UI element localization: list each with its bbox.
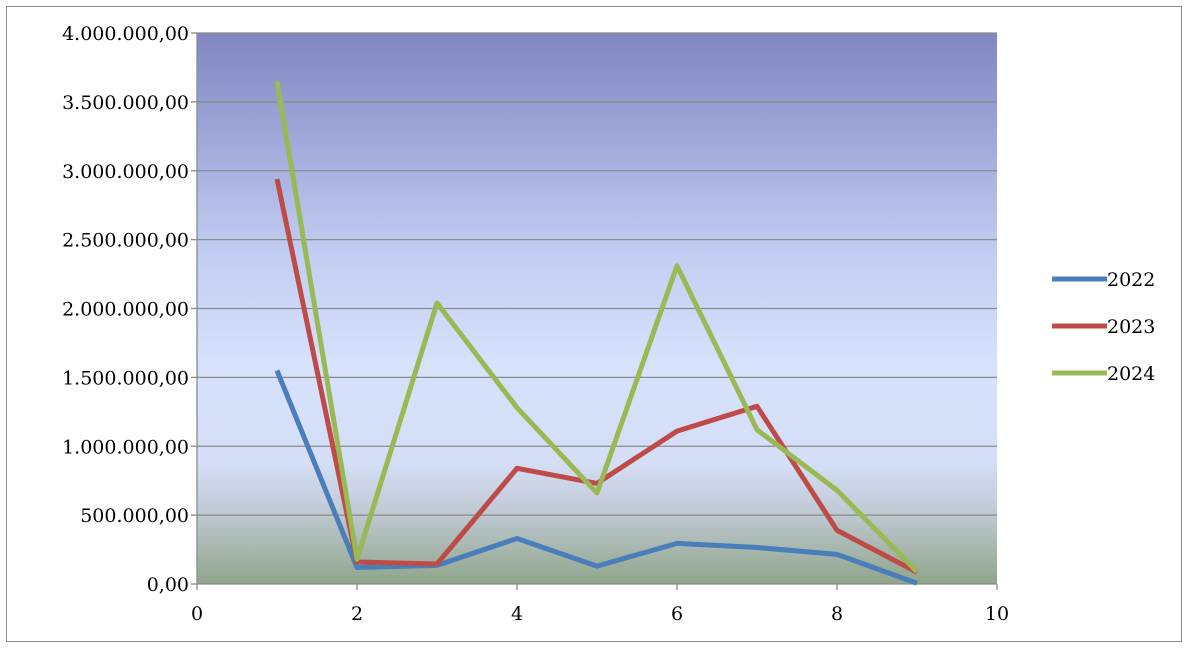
y-tick-label: 4.000.000,00 (62, 23, 189, 45)
x-tick-label: 0 (191, 603, 203, 625)
x-tick-label: 6 (671, 603, 683, 625)
axes: 0,00 500.000,00 1.000.000,00 1.500.000,00 2.… (62, 23, 1009, 625)
series-lines (274, 80, 919, 586)
y-tick-label: 0,00 (147, 574, 189, 596)
series-line-2023 (274, 178, 919, 575)
legend: 2022 2023 2024 (1052, 269, 1155, 385)
legend-label-2024: 2024 (1107, 363, 1155, 385)
legend-label-2022: 2022 (1107, 269, 1155, 291)
x-tick-label: 8 (831, 603, 843, 625)
y-tick-label: 3.500.000,00 (62, 92, 189, 114)
y-tick-label: 1.500.000,00 (62, 367, 189, 389)
y-tick-label: 3.000.000,00 (62, 161, 189, 183)
x-tick-label: 4 (511, 603, 523, 625)
y-tick-label: 500.000,00 (80, 505, 189, 527)
x-tick-label: 2 (351, 603, 363, 625)
y-tick-label: 2.500.000,00 (62, 230, 189, 252)
x-tick-label: 10 (985, 603, 1009, 625)
series-line-2022 (274, 369, 918, 586)
y-tick-label: 1.000.000,00 (62, 436, 189, 458)
y-tick-label: 2.000.000,00 (62, 299, 189, 321)
series-line-2024 (274, 80, 919, 574)
legend-label-2023: 2023 (1107, 316, 1155, 338)
